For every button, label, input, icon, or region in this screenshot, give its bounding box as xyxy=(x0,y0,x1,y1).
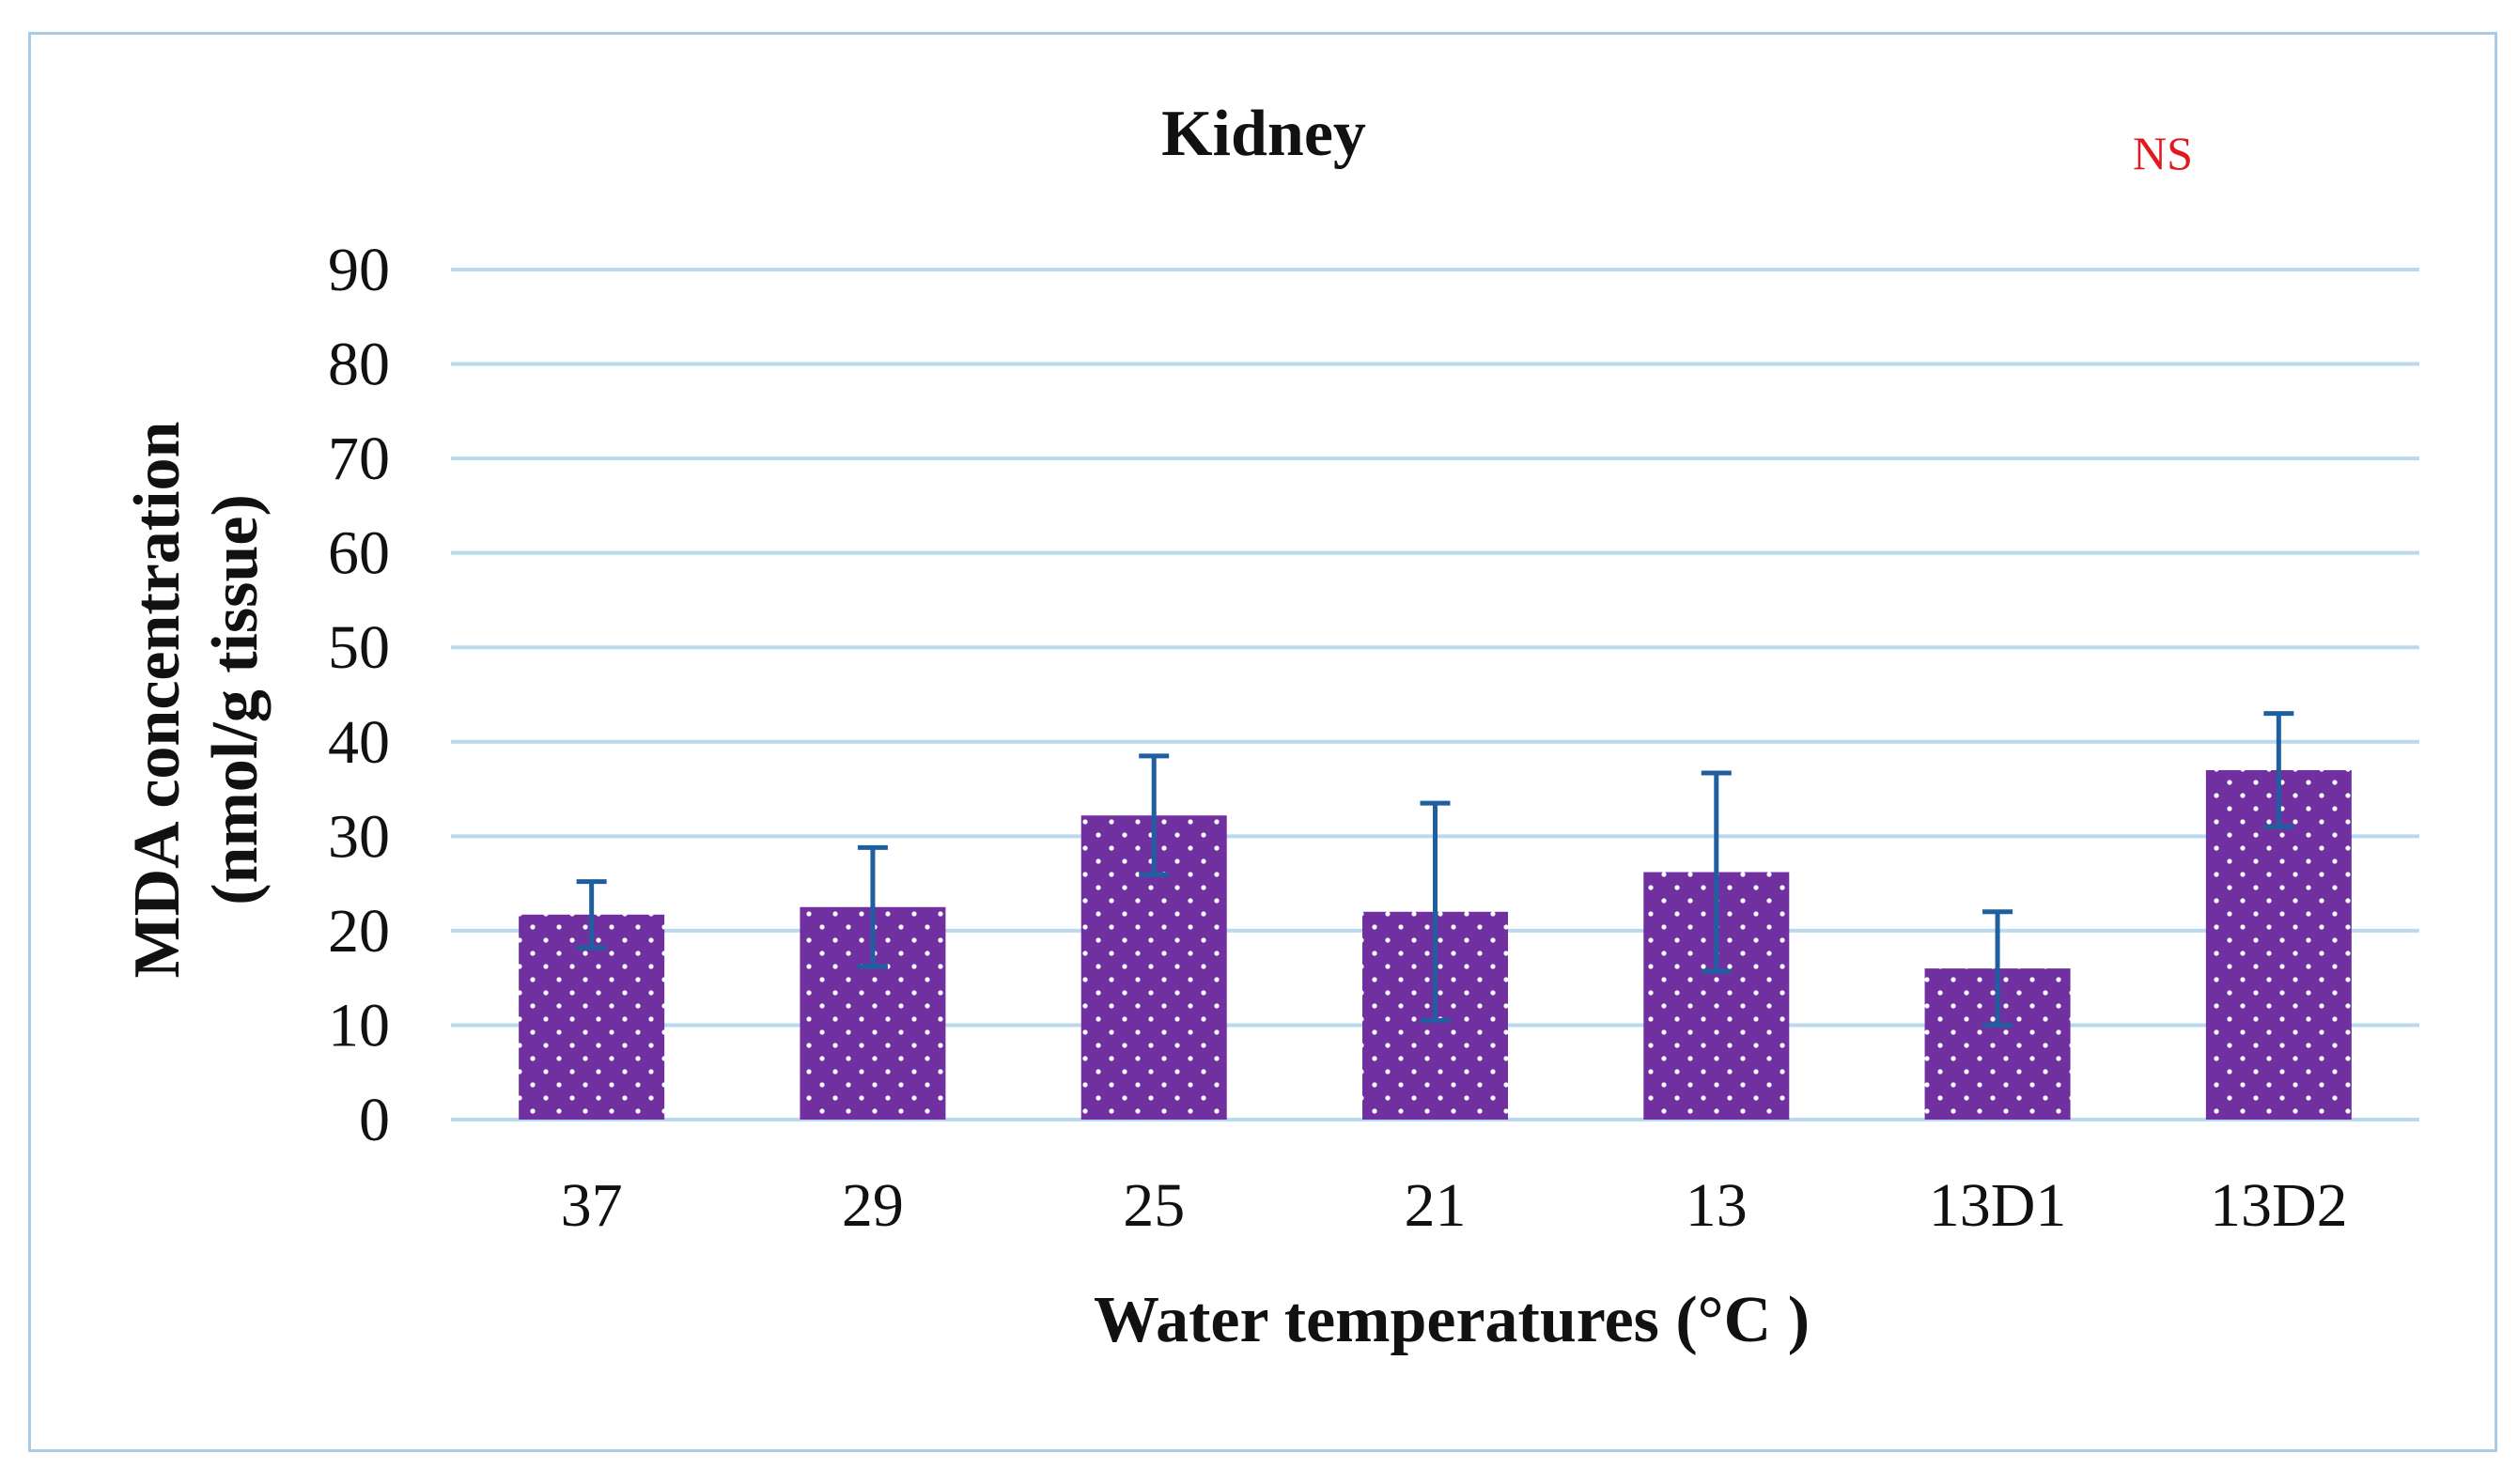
error-bars xyxy=(576,711,2294,1028)
error-bar-29 xyxy=(857,844,888,969)
error-bar-13D1 xyxy=(1982,909,2013,1028)
y-tick-label: 50 xyxy=(328,613,390,682)
x-axis-label: Water temperatures (°C ) xyxy=(1094,1284,1810,1356)
error-bar-25 xyxy=(1139,753,1170,878)
x-axis-ticks: 37 29 25 21 13 13D1 13D2 xyxy=(561,1171,2348,1240)
x-tick-label: 13 xyxy=(1686,1171,1748,1240)
y-axis-label-line1: MDA concentration xyxy=(121,422,194,979)
y-tick-label: 0 xyxy=(359,1086,390,1154)
y-tick-label: 80 xyxy=(328,331,390,399)
x-tick-label: 13D1 xyxy=(1929,1171,2067,1240)
x-tick-label: 25 xyxy=(1123,1171,1185,1240)
x-tick-label: 29 xyxy=(842,1171,904,1240)
y-axis-label: MDA concentration (nmol/g tissue) xyxy=(121,422,272,979)
significance-annotation: NS xyxy=(2133,127,2193,179)
y-tick-label: 70 xyxy=(328,425,390,493)
y-tick-label: 10 xyxy=(328,991,390,1059)
y-axis-ticks: 0 10 20 30 40 50 60 70 80 90 xyxy=(328,236,390,1154)
chart-title: Kidney xyxy=(1161,98,1366,170)
x-tick-label: 37 xyxy=(561,1171,623,1240)
y-tick-label: 60 xyxy=(328,519,390,588)
y-tick-label: 30 xyxy=(328,802,390,871)
gridlines xyxy=(451,268,2419,1121)
y-tick-label: 20 xyxy=(328,897,390,966)
error-bar-37 xyxy=(576,879,607,951)
y-tick-label: 40 xyxy=(328,708,390,777)
error-bar-13D2 xyxy=(2263,711,2294,829)
x-tick-label: 13D2 xyxy=(2210,1171,2348,1240)
x-tick-label: 21 xyxy=(1405,1171,1467,1240)
error-bar-21 xyxy=(1420,800,1451,1023)
y-axis-label-line2: (nmol/g tissue) xyxy=(199,494,272,905)
error-bar-13 xyxy=(1701,770,1732,974)
y-tick-label: 90 xyxy=(328,236,390,304)
